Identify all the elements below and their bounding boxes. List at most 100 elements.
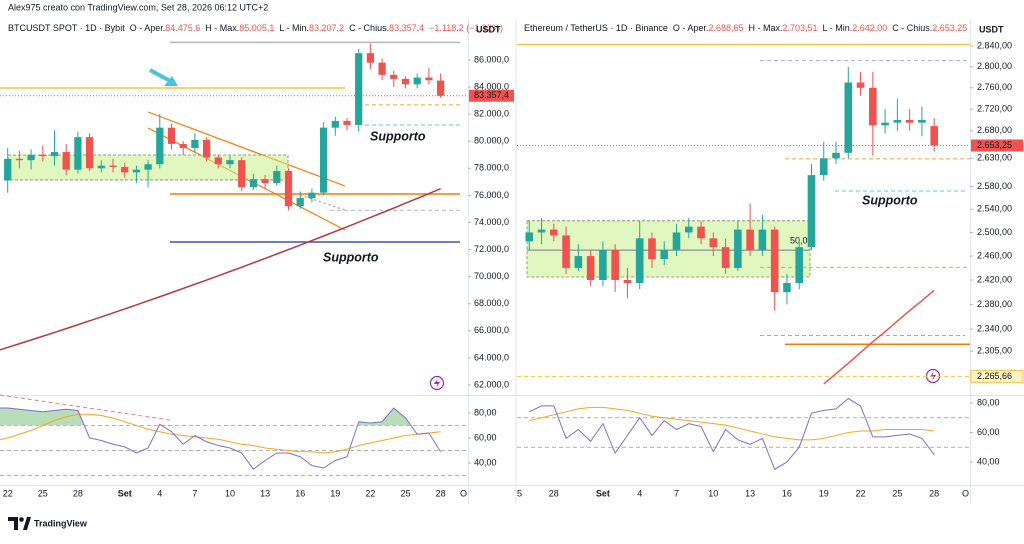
candle-body xyxy=(905,119,914,123)
candle-body xyxy=(249,179,258,188)
candle-body xyxy=(15,158,24,161)
candle-body xyxy=(296,198,304,207)
time-axis: 25 28 Set 4 7 10 13 16 19 22 25 28 O xyxy=(517,488,969,498)
x-tick-label: 28 xyxy=(73,488,83,498)
x-tick-label: 13 xyxy=(745,488,755,498)
x-tick-label: 4 xyxy=(637,488,642,498)
candle-body xyxy=(660,250,669,260)
candle-body xyxy=(331,120,339,128)
candle-body xyxy=(425,77,433,81)
candle-body xyxy=(413,77,421,85)
candle-body xyxy=(366,53,375,63)
legend-value: 2.653,25 xyxy=(932,23,967,33)
y-tick-label: 2.460,00 xyxy=(977,250,1012,260)
candle-body xyxy=(623,280,632,284)
candle-body xyxy=(856,82,865,88)
candle-body xyxy=(97,165,105,169)
candle-body xyxy=(881,122,889,126)
last-price-badge xyxy=(971,139,1023,152)
last-price-label: 83.357,4 xyxy=(474,90,509,100)
candle-body xyxy=(844,82,853,153)
legend-prefix: O - Aper. xyxy=(130,23,166,33)
candle-body xyxy=(770,229,779,293)
legend-change: −1.118,2 (−1,32%) xyxy=(429,23,503,33)
x-tick-label: 10 xyxy=(225,488,235,498)
candle-body xyxy=(869,87,877,126)
y-tick-label: 2.630,00 xyxy=(977,153,1012,163)
y-tick-label: 2.540,00 xyxy=(977,204,1012,214)
candle-body xyxy=(574,256,583,268)
candle-body xyxy=(599,250,607,281)
y-tick-label: 66.000,0 xyxy=(474,325,509,335)
candle-body xyxy=(697,226,705,239)
y-tick-label: 70.000,0 xyxy=(474,271,509,281)
candle-body xyxy=(144,164,152,170)
x-tick-label: 7 xyxy=(674,488,679,498)
price-pane xyxy=(0,41,468,351)
candle-body xyxy=(795,247,804,284)
rsi-pane xyxy=(0,407,468,476)
y-tick-label: 68.000,0 xyxy=(474,298,509,308)
rsi-line xyxy=(0,407,442,470)
candle-body xyxy=(758,229,767,251)
y-tick-label: 2.420,00 xyxy=(977,274,1012,284)
candle-body xyxy=(355,53,363,125)
price-axis: 2.840,00 2.800,00 2.760,00 2.720,00 2.680,00… xyxy=(970,40,1024,466)
x-tick-label: 16 xyxy=(782,488,792,498)
candle-body xyxy=(27,154,35,161)
rsi-pane xyxy=(517,397,970,471)
y-tick-label: 2.680,00 xyxy=(977,125,1012,135)
candle-body xyxy=(721,247,730,268)
y-tick-label: 2.305,00 xyxy=(977,346,1012,356)
time-axis: 22 25 28 Set 4 7 10 13 16 19 22 25 28 O xyxy=(3,488,467,498)
candle-body xyxy=(832,152,840,159)
x-tick-label: 22 xyxy=(3,488,13,498)
rsi-tick-label: 40,00 xyxy=(474,457,497,467)
annotation: Supporto xyxy=(862,193,918,207)
candle-body xyxy=(273,171,281,184)
candle-body xyxy=(378,62,386,75)
level-badge xyxy=(970,369,1024,383)
candle-body xyxy=(85,137,94,169)
y-tick-label: 78.000,0 xyxy=(474,163,509,173)
candle-body xyxy=(537,229,546,233)
candle-body xyxy=(734,229,742,268)
x-tick-label: Set xyxy=(118,488,132,498)
candle-body xyxy=(807,175,816,248)
legend-prefix: L - Min. xyxy=(823,23,853,33)
legend-prefix: H - Max. xyxy=(205,23,239,33)
x-tick-label: 28 xyxy=(929,488,939,498)
y-tick-label: 84.000,0 xyxy=(474,81,509,91)
last-price-label: 2.653,25 xyxy=(977,140,1012,150)
candle-body xyxy=(819,158,828,176)
candle-body xyxy=(156,127,164,165)
candle-body xyxy=(214,157,222,165)
y-tick-label: 72.000,0 xyxy=(474,244,509,254)
candle-body xyxy=(672,232,681,251)
y-tick-label: 2.500,00 xyxy=(977,227,1012,237)
x-tick-label: 22 xyxy=(856,488,866,498)
axis-unit: USDT xyxy=(979,24,1004,34)
x-tick-label: 19 xyxy=(819,488,829,498)
y-tick-label: 64.000,0 xyxy=(474,352,509,362)
y-tick-label: 2.800,00 xyxy=(977,61,1012,71)
x-tick-label: 7 xyxy=(192,488,197,498)
rsi-line xyxy=(529,397,935,471)
axis-unit: USDT xyxy=(476,24,501,34)
candle-body xyxy=(319,127,328,193)
range-label: 50,0% xyxy=(790,235,816,245)
x-tick-label: Set xyxy=(596,488,610,498)
candle-body xyxy=(783,283,791,293)
candle-body xyxy=(746,229,754,251)
legend-value: 2.688,65 xyxy=(708,23,743,33)
candle-body xyxy=(401,78,410,85)
logo-mark xyxy=(8,517,18,530)
logo-dot xyxy=(19,517,24,522)
candle-body xyxy=(132,169,141,173)
x-tick-label: 19 xyxy=(330,488,340,498)
rsi-trendline xyxy=(0,394,171,421)
candle-body xyxy=(648,238,656,260)
legend-value: 83.207,2 xyxy=(309,23,344,33)
